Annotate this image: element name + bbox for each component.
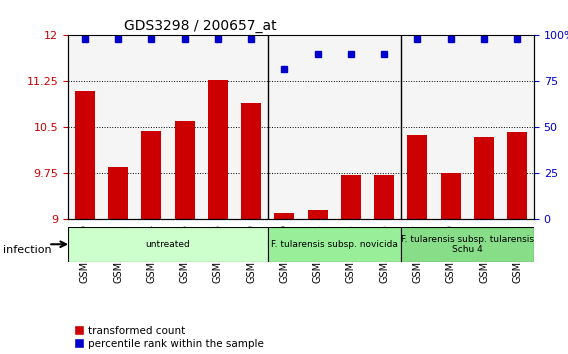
- FancyBboxPatch shape: [68, 227, 268, 262]
- Text: untreated: untreated: [145, 240, 190, 249]
- Bar: [241, 103, 261, 219]
- Bar: [341, 175, 361, 219]
- Bar: [507, 132, 527, 219]
- Bar: [108, 167, 128, 219]
- Text: GDS3298 / 200657_at: GDS3298 / 200657_at: [124, 19, 277, 33]
- Bar: [75, 91, 95, 219]
- Legend: transformed count, percentile rank within the sample: transformed count, percentile rank withi…: [73, 326, 264, 349]
- Text: F. tularensis subsp. tularensis
Schu 4: F. tularensis subsp. tularensis Schu 4: [401, 235, 534, 254]
- Bar: [407, 135, 428, 219]
- FancyBboxPatch shape: [268, 227, 401, 262]
- Bar: [274, 213, 294, 219]
- Bar: [208, 80, 228, 219]
- Bar: [441, 173, 461, 219]
- Bar: [308, 210, 328, 219]
- FancyBboxPatch shape: [401, 227, 534, 262]
- Text: F. tularensis subsp. novicida: F. tularensis subsp. novicida: [271, 240, 398, 249]
- Bar: [141, 131, 161, 219]
- Text: infection: infection: [3, 245, 52, 255]
- Bar: [474, 137, 494, 219]
- Bar: [374, 175, 394, 219]
- Bar: [174, 121, 195, 219]
